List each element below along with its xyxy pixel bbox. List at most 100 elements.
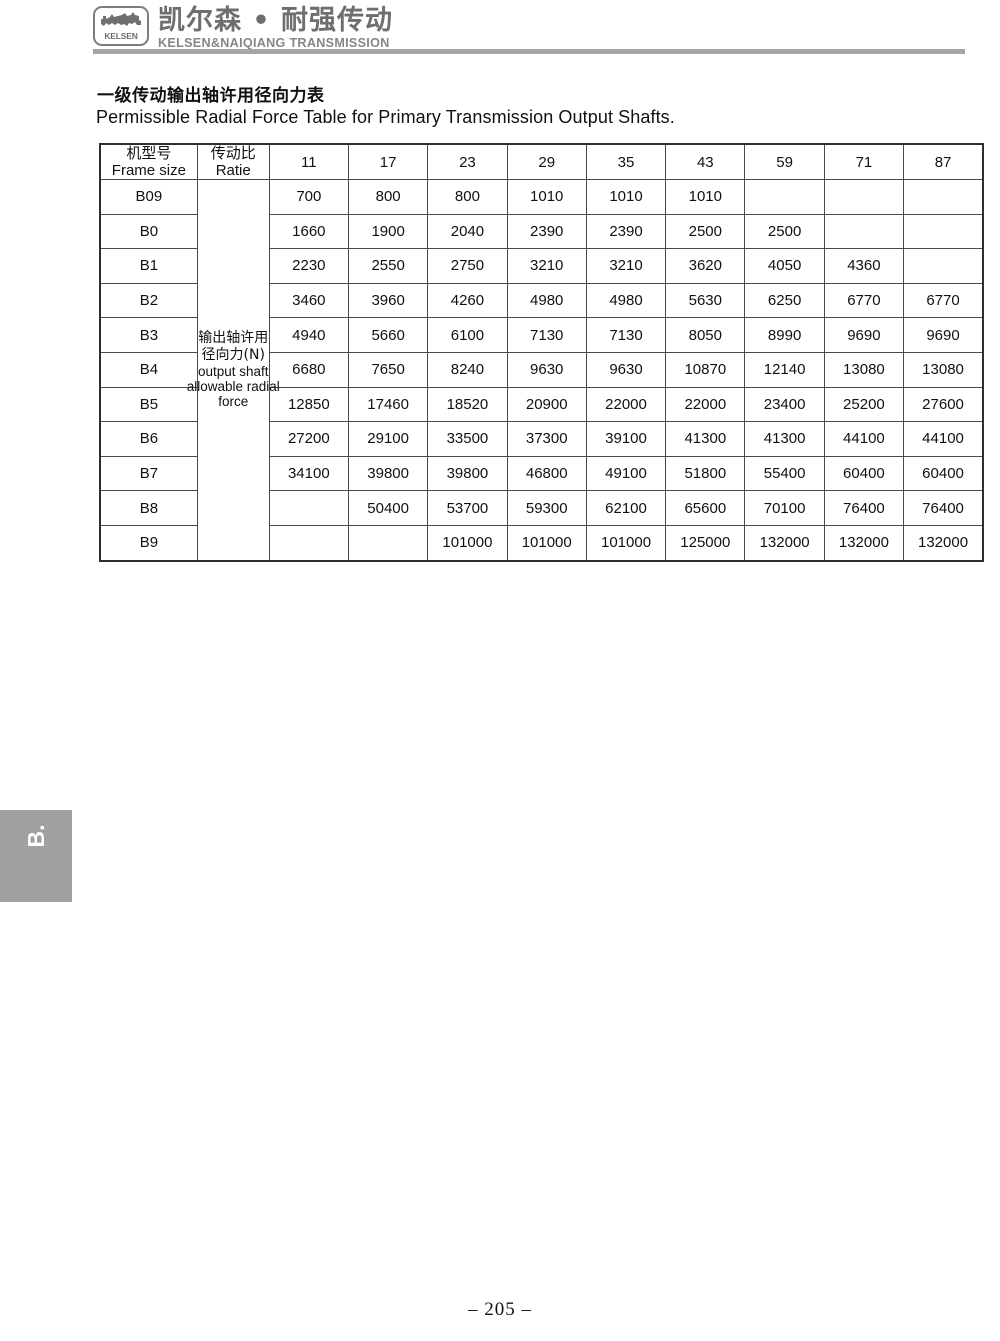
- table-row: B8 50400 53700 59300 62100 65600 70100 7…: [99, 490, 984, 526]
- value-cell: 4260: [427, 282, 508, 319]
- value-cell: 22000: [585, 386, 667, 423]
- value-cell: 76400: [903, 490, 984, 526]
- value-cell: 76400: [823, 490, 905, 526]
- logo-company-name-en: KELSEN&NAIQIANG TRANSMISSION: [158, 36, 390, 50]
- value-cell: [903, 179, 984, 215]
- value-cell: 39800: [427, 455, 508, 492]
- frame-size-cell: B1: [99, 248, 198, 284]
- kelsen-gear-animal-icon: KELSEN: [93, 6, 149, 46]
- value-cell: 2390: [585, 213, 667, 250]
- value-cell: [744, 179, 825, 215]
- column-header-ratio-29: 29: [506, 143, 587, 180]
- value-cell: 55400: [744, 455, 825, 492]
- frame-size-cell: B8: [99, 490, 198, 526]
- value-cell: 51800: [665, 455, 746, 492]
- value-cell: 39100: [585, 421, 667, 457]
- column-header-ratio-35: 35: [585, 143, 667, 180]
- value-cell: 60400: [903, 455, 984, 492]
- value-cell: 44100: [903, 421, 984, 457]
- column-header-ratio-71: 71: [823, 143, 905, 180]
- value-cell: 70100: [744, 490, 825, 526]
- value-cell: [347, 524, 429, 562]
- value-cell: 59300: [506, 490, 587, 526]
- value-cell: 41300: [744, 421, 825, 457]
- frame-size-cell: B9: [99, 524, 198, 562]
- column-header-ratio-17: 17: [347, 143, 429, 180]
- value-cell: [823, 179, 905, 215]
- value-cell: 1010: [665, 179, 746, 215]
- value-cell: 18520: [427, 386, 508, 423]
- table-row: B5 12850 17460 18520 20900 22000 22000 2…: [99, 386, 984, 423]
- table-row: B3 4940 5660 6100 7130 7130 8050 8990 96…: [99, 317, 984, 353]
- output-shaft-allowable-radial-force-label: 输出轴许用 径向力(N) output shaft allowable radi…: [187, 178, 280, 562]
- section-side-tab: B.: [0, 810, 72, 902]
- value-cell: 3460: [268, 282, 349, 319]
- value-cell: 7650: [347, 351, 429, 388]
- value-cell: 1900: [347, 213, 429, 250]
- value-cell: 10870: [665, 351, 746, 388]
- value-cell: 6770: [903, 282, 984, 319]
- value-cell: 2550: [347, 248, 429, 284]
- value-cell: 1660: [268, 213, 349, 250]
- table-header: 机型号 Frame size 传动比 Ratie 11 17 23 29 35 …: [99, 143, 984, 180]
- value-cell: 6250: [744, 282, 825, 319]
- value-cell: 50400: [347, 490, 429, 526]
- value-cell: 101000: [506, 524, 587, 562]
- table-row: B6 27200 29100 33500 37300 39100 41300 4…: [99, 421, 984, 457]
- value-cell: 27600: [903, 386, 984, 423]
- gear-animal-art-icon: [101, 12, 141, 26]
- value-cell: 4980: [585, 282, 667, 319]
- value-cell: 5630: [665, 282, 746, 319]
- value-cell: 3210: [506, 248, 587, 284]
- table-body: B09 输出轴许用 径向力(N) output shaft allowable …: [99, 178, 984, 562]
- merged-label-en-line1: output shaft: [197, 364, 269, 380]
- column-header-ratio-59: 59: [744, 143, 825, 180]
- value-cell: 12140: [744, 351, 825, 388]
- value-cell: 8240: [427, 351, 508, 388]
- value-cell: 125000: [665, 524, 746, 562]
- value-cell: 800: [347, 179, 429, 215]
- value-cell: 4940: [268, 317, 349, 353]
- value-cell: 8990: [744, 317, 825, 353]
- value-cell: 60400: [823, 455, 905, 492]
- table-row: B2 3460 3960 4260 4980 4980 5630 6250 67…: [99, 282, 984, 319]
- column-header-ratio: 传动比 Ratie: [196, 143, 270, 180]
- frame-size-cell: B2: [99, 282, 198, 319]
- value-cell: 9690: [903, 317, 984, 353]
- frame-size-cell: B0: [99, 213, 198, 250]
- value-cell: [268, 524, 349, 562]
- page-header: KELSEN 凯尔森 • 耐强传动 KELSEN&NAIQIANG TRANSM…: [0, 0, 1000, 62]
- merged-label-cn-line1: 输出轴许用: [198, 330, 269, 347]
- value-cell: 46800: [506, 455, 587, 492]
- value-cell: 6680: [268, 351, 349, 388]
- value-cell: 9630: [585, 351, 667, 388]
- value-cell: 34100: [268, 455, 349, 492]
- value-cell: 6100: [427, 317, 508, 353]
- value-cell: 8050: [665, 317, 746, 353]
- frame-size-header-en: Frame size: [111, 162, 186, 179]
- company-logo: KELSEN 凯尔森 • 耐强传动 KELSEN&NAIQIANG TRANSM…: [93, 6, 393, 50]
- frame-size-header-cn: 机型号: [126, 144, 172, 162]
- header-divider: [93, 49, 965, 54]
- value-cell: 5660: [347, 317, 429, 353]
- column-header-frame-size: 机型号 Frame size: [99, 143, 198, 180]
- frame-size-cell: B09: [99, 179, 198, 215]
- value-cell: 800: [427, 179, 508, 215]
- column-header-ratio-87: 87: [903, 143, 984, 180]
- ratio-header-en: Ratie: [215, 162, 251, 179]
- table-row: B09 输出轴许用 径向力(N) output shaft allowable …: [99, 178, 984, 562]
- table-row: B9 101000 101000 101000 125000 132000 13…: [99, 524, 984, 562]
- value-cell: 44100: [823, 421, 905, 457]
- table-header-row: 机型号 Frame size 传动比 Ratie 11 17 23 29 35 …: [99, 143, 984, 180]
- logo-wordmark: 凯尔森 • 耐强传动 KELSEN&NAIQIANG TRANSMISSION: [158, 6, 393, 51]
- table-row: B7 34100 39800 39800 46800 49100 51800 5…: [99, 455, 984, 492]
- value-cell: 65600: [665, 490, 746, 526]
- frame-size-cell: B5: [99, 386, 198, 423]
- value-cell: 22000: [665, 386, 746, 423]
- value-cell: 53700: [427, 490, 508, 526]
- logo-mark-text: KELSEN: [104, 31, 138, 41]
- value-cell: 4360: [823, 248, 905, 284]
- value-cell: 12850: [268, 386, 349, 423]
- table-row: B0 1660 1900 2040 2390 2390 2500 2500: [99, 213, 984, 250]
- value-cell: 7130: [506, 317, 587, 353]
